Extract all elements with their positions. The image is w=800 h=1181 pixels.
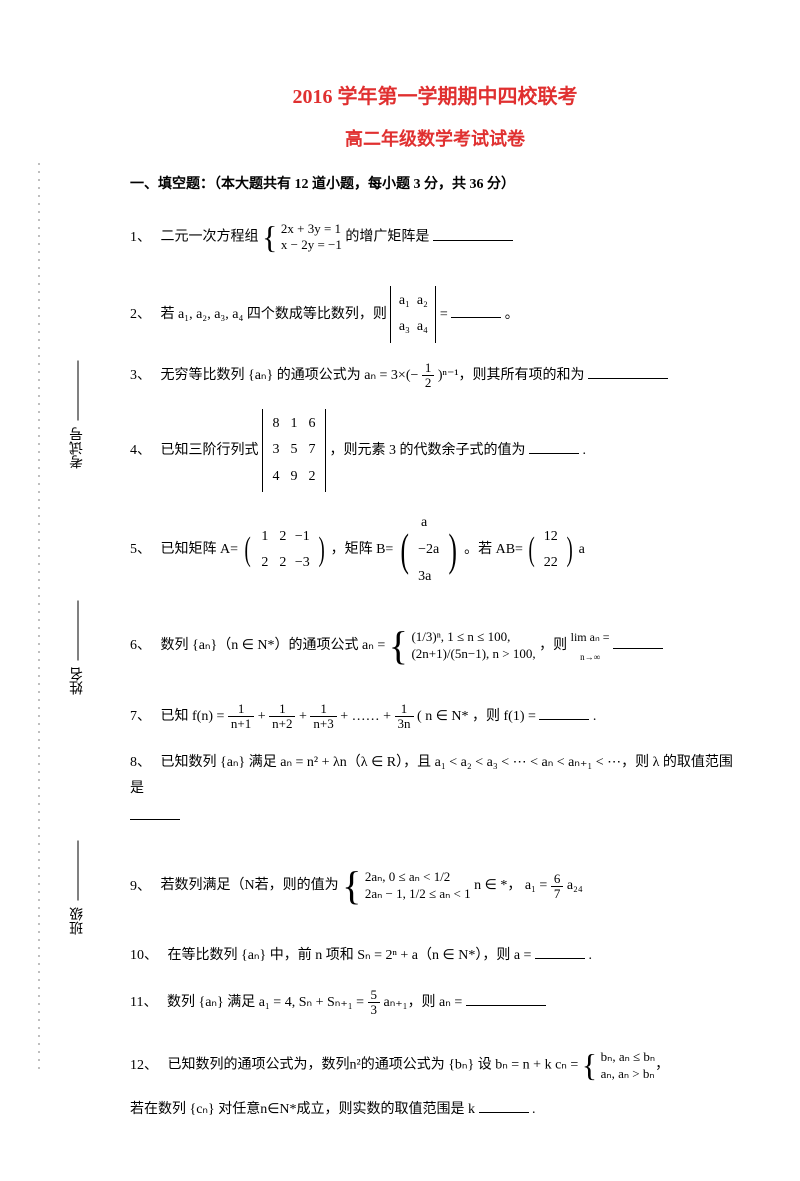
q-text: 若在数列 {cₙ} 对任意n∈N*成立，则实数的取值范围是 k: [130, 1102, 475, 1117]
q-text: + …… +: [340, 709, 391, 724]
q-text: 二元一次方程组: [161, 230, 259, 245]
q-text: )ⁿ⁻¹，则其所有项的和为: [438, 368, 585, 383]
piecewise: { bₙ, aₙ ≤ bₙ aₙ, aₙ > bₙ: [582, 1035, 655, 1096]
q-num: 4、: [130, 443, 151, 458]
piecewise: { (1/3)ⁿ, 1 ≤ n ≤ 100, (2n+1)/(5n−1), n …: [389, 608, 536, 684]
answer-blank: [588, 362, 668, 379]
matrix-A: ( 12−1 22−3 ): [242, 524, 328, 577]
q-text: .: [583, 443, 587, 458]
q-text: .: [593, 709, 597, 724]
matrix-AB: ( 12 22 ): [526, 524, 575, 577]
question-3: 3、 无穷等比数列 {aₙ} 的通项公式为 aₙ = 3×(− 12 )ⁿ⁻¹，…: [130, 361, 740, 391]
q-text: a₂₄: [567, 879, 583, 894]
q-text: ( n ∈ N* ，则 f(1) =: [417, 709, 536, 724]
title-line-2: 高二年级数学考试试卷: [130, 125, 740, 151]
question-6: 6、 数列 {aₙ}（n ∈ N*）的通项公式 aₙ = { (1/3)ⁿ, 1…: [130, 608, 740, 684]
determinant-2x2: a₁a₂ a₃a₄: [390, 286, 436, 343]
fraction: 1n+2: [269, 702, 295, 732]
question-1: 1、 二元一次方程组 { 2x + 3y = 1 x − 2y = −1 的增广…: [130, 207, 740, 268]
fraction: 1n+1: [228, 702, 254, 732]
title-line-1: 2016 学年第一学期期中四校联考: [130, 80, 740, 109]
q-text: .: [588, 948, 592, 963]
page-content: 2016 学年第一学期期中四校联考 高二年级数学考试试卷 一、填空题：（本大题共…: [0, 0, 800, 1181]
fraction: 12: [422, 361, 435, 391]
q-num: 10、: [130, 948, 158, 963]
question-11: 11、 数列 {aₙ} 满足 a₁ = 4, Sₙ + Sₙ₊₁ = 53 aₙ…: [130, 988, 740, 1018]
question-2: 2、 若 a₁, a₂, a₃, a₄ 四个数成等比数列，则 a₁a₂ a₃a₄…: [130, 286, 740, 343]
determinant-3x3: 816 357 492: [262, 409, 326, 493]
q-num: 5、: [130, 542, 151, 557]
q-text: 已知数列的通项公式为，数列n²的通项公式为 {bₙ} 设 bₙ = n + k …: [168, 1058, 579, 1073]
q-text: 若 a₁, a₂, a₃, a₄ 四个数成等比数列，则: [161, 307, 387, 322]
q-text: 。若 AB=: [464, 542, 523, 557]
q-text: a: [579, 542, 585, 557]
q-text: 若数列满足（N若，则的值为: [161, 879, 339, 894]
question-10: 10、 在等比数列 {aₙ} 中，前 n 项和 Sₙ = 2ⁿ + a（n ∈ …: [130, 942, 740, 969]
q-num: 9、: [130, 879, 151, 894]
q-text: ，则: [539, 638, 567, 653]
q-num: 1、: [130, 230, 151, 245]
q-text: .: [532, 1102, 536, 1117]
section-header: 一、填空题：（本大题共有 12 道小题，每小题 3 分，共 36 分）: [130, 173, 740, 193]
fraction: 1n+3: [310, 702, 336, 732]
matrix-B: ( a −2a 3a ): [397, 510, 461, 590]
q-num: 7、: [130, 709, 151, 724]
question-12: 12、 已知数列的通项公式为，数列n²的通项公式为 {bₙ} 设 bₙ = n …: [130, 1035, 740, 1123]
answer-blank: [613, 633, 663, 650]
fraction: 67: [551, 872, 564, 902]
q-num: 3、: [130, 368, 151, 383]
q-text: 已知三阶行列式: [161, 443, 259, 458]
q-text: 数列 {aₙ}（n ∈ N*）的通项公式 aₙ =: [161, 638, 386, 653]
question-5: 5、 已知矩阵 A= ( 12−1 22−3 ) ，矩阵 B= ( a −2a …: [130, 510, 740, 590]
answer-blank: [130, 803, 180, 820]
limit: lim aₙ = n→∞: [571, 626, 610, 666]
question-8: 8、 已知数列 {aₙ} 满足 aₙ = n² + λn（λ ∈ R），且 a₁…: [130, 750, 740, 831]
piecewise: { 2aₙ, 0 ≤ aₙ < 1/2 2aₙ − 1, 1/2 ≤ aₙ < …: [342, 848, 471, 924]
q-num: 12、: [130, 1058, 158, 1073]
answer-blank: [479, 1096, 529, 1113]
q-num: 6、: [130, 638, 151, 653]
answer-blank: [466, 989, 546, 1006]
q-text: 无穷等比数列 {aₙ} 的通项公式为 aₙ = 3×(−: [161, 368, 419, 383]
q-text: 已知数列 {aₙ} 满足 aₙ = n² + λn（λ ∈ R），且 a₁ < …: [130, 755, 733, 797]
q-text: aₙ₊₁，则 aₙ =: [384, 995, 463, 1010]
fraction: 53: [368, 988, 381, 1018]
q-text: 已知矩阵 A=: [161, 542, 239, 557]
q-text: ，矩阵 B=: [331, 542, 394, 557]
q-num: 11、: [130, 995, 157, 1010]
q-text: ，则元素 3 的代数余子式的值为: [330, 443, 526, 458]
q-num: 8、: [130, 755, 151, 770]
q-text: 数列 {aₙ} 满足 a₁ = 4, Sₙ + Sₙ₊₁ =: [167, 995, 368, 1010]
answer-blank: [539, 703, 589, 720]
q-num: 2、: [130, 307, 151, 322]
question-9: 9、 若数列满足（N若，则的值为 { 2aₙ, 0 ≤ aₙ < 1/2 2aₙ…: [130, 848, 740, 924]
q-text: 的增广矩阵是: [345, 230, 429, 245]
q-text: 。: [505, 307, 519, 322]
answer-blank: [451, 301, 501, 318]
question-7: 7、 已知 f(n) = 1n+1 + 1n+2 + 1n+3 + …… + 1…: [130, 702, 740, 732]
q-text: 已知 f(n) =: [161, 709, 225, 724]
answer-blank: [535, 942, 585, 959]
equation-system: { 2x + 3y = 1 x − 2y = −1: [262, 207, 342, 268]
answer-blank: [433, 224, 513, 241]
q-text: n ∈ *， a₁ =: [474, 879, 551, 894]
answer-blank: [529, 437, 579, 454]
fraction: 13n: [395, 702, 414, 732]
q-text: =: [440, 307, 448, 322]
question-4: 4、 已知三阶行列式 816 357 492 ，则元素 3 的代数余子式的值为 …: [130, 409, 740, 493]
q-text: 在等比数列 {aₙ} 中，前 n 项和 Sₙ = 2ⁿ + a（n ∈ N*），…: [168, 948, 532, 963]
